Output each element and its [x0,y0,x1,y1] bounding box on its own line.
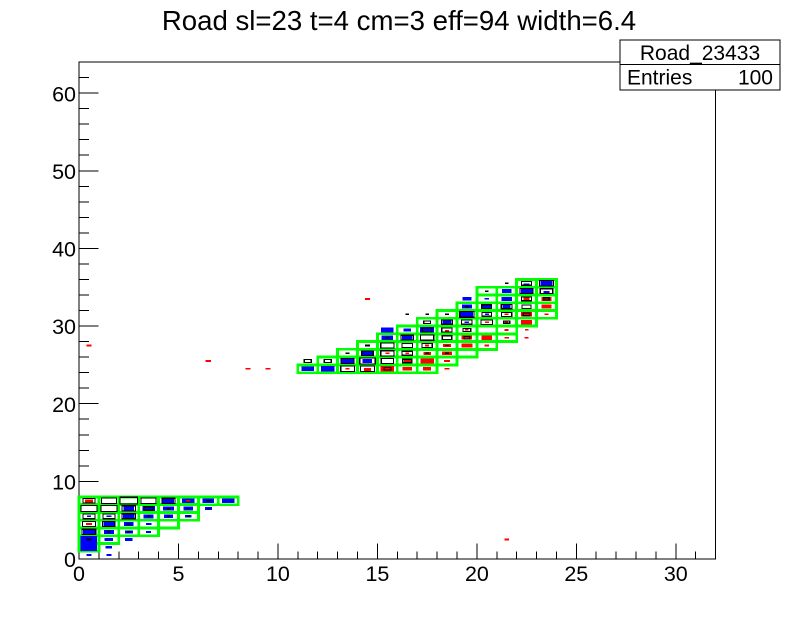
svg-text:50: 50 [52,160,76,184]
svg-text:30: 30 [52,315,76,339]
svg-text:25: 25 [564,562,588,586]
svg-text:10: 10 [266,562,290,586]
svg-text:0: 0 [73,562,85,586]
svg-text:5: 5 [173,562,185,586]
svg-text:10: 10 [52,471,76,495]
svg-text:Entries: Entries [627,67,692,90]
svg-text:20: 20 [52,393,76,417]
svg-text:30: 30 [664,562,688,586]
svg-text:40: 40 [52,238,76,262]
svg-text:20: 20 [465,562,489,586]
svg-text:100: 100 [738,67,773,90]
svg-text:Road_23433: Road_23433 [640,42,760,65]
svg-text:0: 0 [64,548,76,572]
svg-text:Road sl=23 t=4 cm=3 eff=94 wid: Road sl=23 t=4 cm=3 eff=94 width=6.4 [162,5,636,36]
svg-text:60: 60 [52,82,76,106]
svg-text:15: 15 [365,562,389,586]
